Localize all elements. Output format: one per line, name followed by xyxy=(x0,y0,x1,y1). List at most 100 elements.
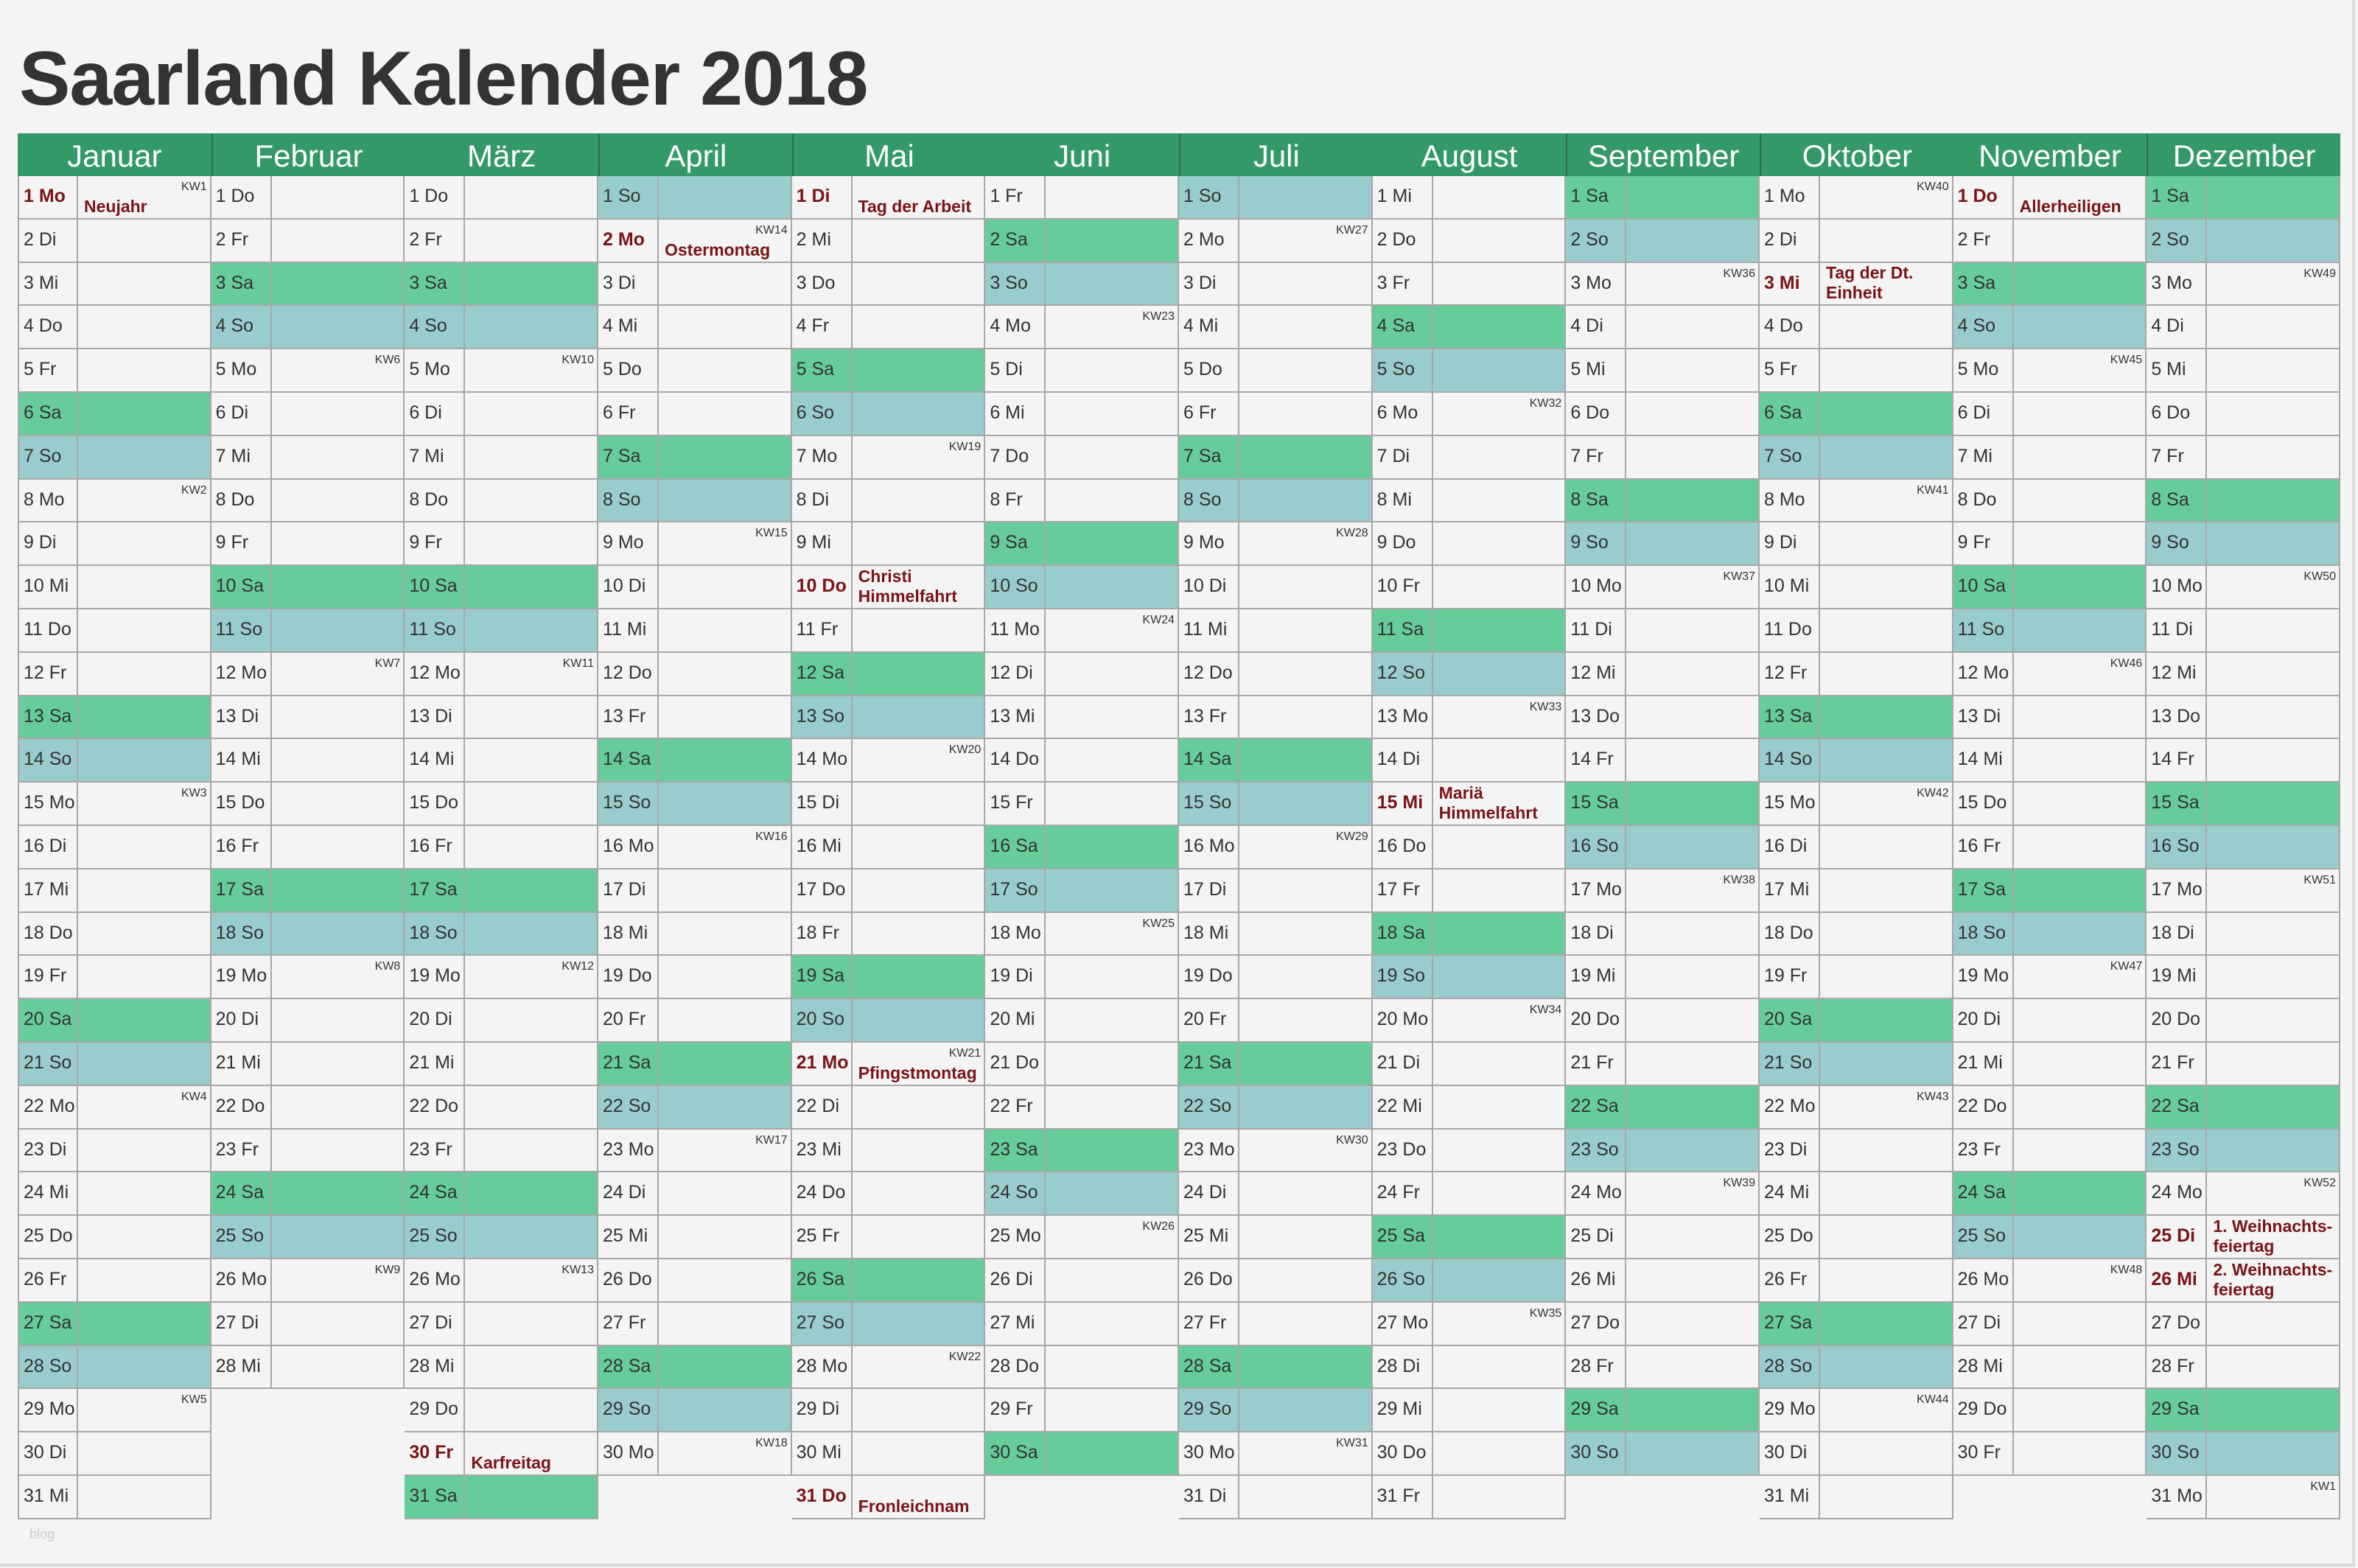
day-cell[interactable]: 28 Mi xyxy=(1953,1345,2014,1390)
day-note-cell[interactable]: KW37 xyxy=(1626,566,1760,609)
day-note-cell[interactable] xyxy=(1046,393,1179,436)
day-note-cell[interactable]: KW26 xyxy=(1046,1216,1179,1259)
day-cell[interactable]: 15 Do xyxy=(405,783,466,826)
day-cell[interactable]: 24 Mo xyxy=(1566,1172,1627,1217)
day-note-cell[interactable] xyxy=(1820,566,1953,609)
day-note-cell[interactable] xyxy=(659,1043,792,1086)
day-note-cell[interactable] xyxy=(659,1259,792,1303)
day-cell[interactable]: 5 Do xyxy=(1179,349,1239,393)
day-note-cell[interactable] xyxy=(852,479,986,523)
day-cell[interactable]: 17 Sa xyxy=(405,869,466,913)
day-note-cell[interactable] xyxy=(465,1389,598,1433)
day-cell[interactable]: 11 Sa xyxy=(1372,609,1433,653)
day-note-cell[interactable] xyxy=(1046,435,1179,480)
day-note-cell[interactable] xyxy=(1239,1259,1373,1303)
day-cell[interactable]: 20 Di xyxy=(1953,999,2014,1043)
day-cell[interactable]: 16 Di xyxy=(1760,826,1820,869)
day-note-cell[interactable] xyxy=(1626,306,1760,350)
day-note-cell[interactable] xyxy=(1239,479,1373,523)
day-note-cell[interactable] xyxy=(1239,1389,1373,1433)
day-note-cell[interactable]: KW48 xyxy=(2013,1259,2147,1303)
day-note-cell[interactable] xyxy=(852,1129,986,1173)
day-cell[interactable]: 9 So xyxy=(1566,522,1627,567)
day-cell[interactable]: 27 Sa xyxy=(1760,1302,1820,1346)
day-note-cell[interactable]: 2. Weihnachts- feiertag xyxy=(2207,1259,2340,1303)
day-note-cell[interactable] xyxy=(2207,1345,2340,1390)
day-cell[interactable]: 16 Fr xyxy=(405,826,466,869)
day-note-cell[interactable]: KW35 xyxy=(1432,1302,1567,1346)
day-note-cell[interactable] xyxy=(271,1043,405,1086)
day-note-cell[interactable] xyxy=(1432,1043,1567,1086)
day-note-cell[interactable] xyxy=(659,1345,792,1390)
day-cell[interactable]: 3 Mi xyxy=(18,262,78,307)
day-cell[interactable]: 7 Di xyxy=(1372,435,1433,480)
day-cell[interactable]: 10 Sa xyxy=(405,566,466,609)
day-cell[interactable]: 6 Sa xyxy=(18,393,78,436)
day-cell[interactable]: 22 Fr xyxy=(985,1085,1046,1130)
day-note-cell[interactable] xyxy=(1432,739,1567,783)
day-cell[interactable]: 15 Do xyxy=(1953,783,2014,826)
day-note-cell[interactable] xyxy=(78,739,211,783)
day-cell[interactable]: 18 Do xyxy=(1760,912,1820,956)
day-note-cell[interactable] xyxy=(659,783,792,826)
day-cell[interactable]: 15 So xyxy=(598,783,659,826)
day-cell[interactable]: 1 Sa xyxy=(2147,176,2208,220)
day-cell[interactable]: 1 Sa xyxy=(1566,176,1627,220)
day-cell[interactable]: 23 Di xyxy=(1760,1129,1820,1173)
day-cell[interactable]: 20 Sa xyxy=(1760,999,1820,1043)
day-cell[interactable]: 16 Do xyxy=(1372,826,1433,869)
day-note-cell[interactable] xyxy=(465,1216,598,1259)
day-note-cell[interactable] xyxy=(271,696,405,740)
day-cell[interactable]: 22 Di xyxy=(791,1085,853,1130)
day-note-cell[interactable] xyxy=(852,999,986,1043)
day-note-cell[interactable] xyxy=(1432,1085,1567,1130)
day-note-cell[interactable] xyxy=(465,1085,598,1130)
day-cell[interactable]: 8 So xyxy=(598,479,659,523)
day-cell[interactable]: 28 Do xyxy=(985,1345,1046,1390)
day-cell[interactable]: 11 Di xyxy=(2147,609,2208,653)
day-note-cell[interactable] xyxy=(2013,1085,2147,1130)
day-cell[interactable]: 13 Do xyxy=(2147,696,2208,740)
day-cell[interactable]: 31 Mi xyxy=(18,1476,78,1519)
day-cell[interactable]: 20 Do xyxy=(2147,999,2208,1043)
day-cell[interactable]: 24 Sa xyxy=(1953,1172,2014,1217)
day-cell[interactable]: 14 Sa xyxy=(1179,739,1239,783)
day-note-cell[interactable] xyxy=(659,262,792,307)
day-note-cell[interactable] xyxy=(1046,262,1179,307)
day-cell[interactable]: 26 Fr xyxy=(18,1259,78,1303)
day-note-cell[interactable] xyxy=(1820,435,1953,480)
day-cell[interactable]: 28 So xyxy=(1760,1345,1820,1390)
day-cell[interactable]: 9 Mo xyxy=(598,522,659,567)
day-note-cell[interactable] xyxy=(465,219,598,263)
day-note-cell[interactable] xyxy=(1046,1432,1179,1476)
day-cell[interactable]: 23 Mi xyxy=(791,1129,853,1173)
day-cell[interactable]: 4 Fr xyxy=(791,306,853,350)
day-cell[interactable]: 9 Fr xyxy=(211,522,272,567)
day-note-cell[interactable] xyxy=(1820,393,1953,436)
day-note-cell[interactable] xyxy=(1432,262,1567,307)
day-cell[interactable]: 21 Sa xyxy=(1179,1043,1239,1086)
day-note-cell[interactable] xyxy=(1432,609,1567,653)
day-note-cell[interactable] xyxy=(1432,1345,1567,1390)
day-note-cell[interactable] xyxy=(271,479,405,523)
day-cell[interactable]: 10 Mi xyxy=(18,566,78,609)
day-cell[interactable]: 22 Do xyxy=(211,1085,272,1130)
day-cell[interactable]: 31 Fr xyxy=(1372,1476,1433,1519)
day-cell[interactable]: 25 Sa xyxy=(1372,1216,1433,1259)
day-note-cell[interactable] xyxy=(78,1129,211,1173)
day-note-cell[interactable] xyxy=(2207,1302,2340,1346)
day-note-cell[interactable] xyxy=(271,826,405,869)
day-cell[interactable]: 17 Sa xyxy=(211,869,272,913)
day-cell[interactable]: 10 Mo xyxy=(1566,566,1627,609)
day-cell[interactable]: 22 Sa xyxy=(1566,1085,1627,1130)
day-note-cell[interactable] xyxy=(465,739,598,783)
day-note-cell[interactable] xyxy=(1626,349,1760,393)
day-cell[interactable]: 22 So xyxy=(1179,1085,1239,1130)
day-cell[interactable]: 19 Mi xyxy=(1566,956,1627,1000)
day-cell[interactable]: 1 So xyxy=(598,176,659,220)
day-note-cell[interactable] xyxy=(271,176,405,220)
day-cell[interactable]: 17 Mi xyxy=(1760,869,1820,913)
day-cell[interactable]: 16 Di xyxy=(18,826,78,869)
day-note-cell[interactable] xyxy=(2013,609,2147,653)
day-cell[interactable]: 27 Do xyxy=(1566,1302,1627,1346)
